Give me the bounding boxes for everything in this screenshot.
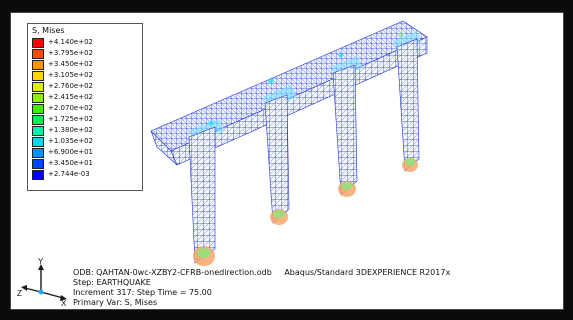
legend-swatch — [32, 60, 44, 70]
triad-z-label: Z — [17, 289, 22, 298]
legend-entry: +2.415e+02 — [32, 93, 138, 103]
legend-swatch — [32, 93, 44, 103]
bridge-mesh-model — [150, 20, 428, 266]
step-label: Step: EARTHQUAKE — [73, 278, 151, 287]
coordinate-triad-icon: Y X Z — [17, 258, 67, 306]
legend-entry: +1.380e+02 — [32, 126, 138, 136]
legend-entry: +1.725e+02 — [32, 115, 138, 125]
legend-swatch — [32, 126, 44, 136]
column-3 — [332, 64, 358, 197]
job-info-panel: ODB: QAHTAN-0wc-XZBY2-CFRB-onedirection.… — [73, 268, 450, 308]
legend-swatch — [32, 148, 44, 158]
legend-swatch — [32, 137, 44, 147]
legend-swatch — [32, 82, 44, 92]
legend-swatch — [32, 159, 44, 169]
odb-label: ODB: QAHTAN-0wc-XZBY2-CFRB-onedirection.… — [73, 268, 272, 277]
legend-entry: +2.070e+02 — [32, 104, 138, 114]
legend-value: +6.900e+01 — [48, 148, 93, 156]
legend-entry: +3.450e+01 — [32, 159, 138, 169]
column-1 — [188, 126, 216, 266]
legend-entry: +1.035e+02 — [32, 137, 138, 147]
legend-value: +3.795e+02 — [48, 49, 93, 57]
column-4 — [396, 38, 420, 172]
legend-title: S, Mises — [32, 26, 65, 35]
contour-legend: S, Mises +4.140e+02 +3.795e+02 +3.450e+0… — [27, 23, 143, 191]
legend-value: +4.140e+02 — [48, 38, 93, 46]
legend-value: +3.105e+02 — [48, 71, 93, 79]
legend-entry: +3.795e+02 — [32, 49, 138, 59]
legend-value: +3.450e+01 — [48, 159, 93, 167]
increment-label: Increment 317: Step Time = 75.00 — [73, 288, 212, 297]
legend-entry: +4.140e+02 — [32, 38, 138, 48]
legend-value: +2.760e+02 — [48, 82, 93, 90]
legend-swatch — [32, 170, 44, 180]
triad-x-label: X — [61, 299, 67, 306]
legend-value: +1.035e+02 — [48, 137, 93, 145]
legend-value: +2.744e-03 — [48, 170, 90, 178]
legend-value: +1.380e+02 — [48, 126, 93, 134]
legend-entry: +3.105e+02 — [32, 71, 138, 81]
legend-entry: +2.744e-03 — [32, 170, 138, 180]
legend-entry: +2.760e+02 — [32, 82, 138, 92]
legend-entry: +3.450e+02 — [32, 60, 138, 70]
odb-row: ODB: QAHTAN-0wc-XZBY2-CFRB-onedirection.… — [73, 268, 450, 278]
legend-value: +2.070e+02 — [48, 104, 93, 112]
stress-highlights — [208, 32, 404, 126]
legend-entry: +6.900e+01 — [32, 148, 138, 158]
solver-label: Abaqus/Standard 3DEXPERIENCE R2017x — [284, 268, 451, 277]
legend-swatch — [32, 104, 44, 114]
model-viewport[interactable]: S, Mises +4.140e+02 +3.795e+02 +3.450e+0… — [10, 12, 564, 310]
legend-value: +1.725e+02 — [48, 115, 93, 123]
legend-swatch — [32, 71, 44, 81]
primary-var-label: Primary Var: S, Mises — [73, 298, 158, 307]
legend-value: +3.450e+02 — [48, 60, 93, 68]
legend-swatch — [32, 38, 44, 48]
triad-y-label: Y — [38, 258, 44, 266]
legend-swatch — [32, 49, 44, 59]
column-2 — [264, 94, 290, 225]
legend-swatch — [32, 115, 44, 125]
legend-value: +2.415e+02 — [48, 93, 93, 101]
